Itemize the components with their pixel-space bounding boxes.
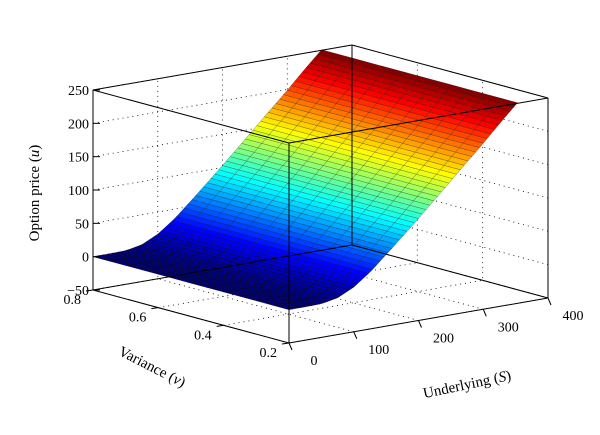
box-edge [351,44,549,99]
surface-patch [317,49,339,59]
box-edge [92,89,290,144]
x-tick-label: 200 [433,332,454,347]
z-tick-label: 0 [82,251,89,266]
axis-ticks: 0 100 200 300 400 0.2 0.4 0.6 0.8−50 0 50 100 150 200… [64,84,584,369]
z-tick-label: 250 [68,84,89,99]
box-edge [92,289,290,344]
y-tick-label: 0.2 [260,346,278,361]
x-tick-mark [288,342,293,351]
z-tick-label: 150 [68,151,89,166]
z-tick-label: 200 [68,117,89,132]
x-tick-label: 400 [563,309,584,324]
y-tick-mark [216,324,224,327]
box-edge [288,97,549,144]
box-edge [92,244,353,291]
y-tick-mark [85,289,94,292]
x-tick-mark [547,297,552,306]
x-tick-mark [353,331,358,339]
y-tick-label: 0.4 [194,328,212,343]
x-tick-label: 0 [311,354,318,369]
z-tick-label: 100 [68,184,89,199]
box-edge [92,44,353,91]
y-tick-mark [281,342,290,345]
x-axis-label: Underlying (S) [422,368,513,402]
y-axis-label: Variance (ν) [116,344,188,391]
surface-mesh [92,49,518,310]
z-tick-label: 50 [75,217,89,232]
z-tick-label: −50 [67,284,89,299]
y-tick-mark [151,307,159,310]
y-tick-label: 0.6 [129,311,147,326]
x-tick-label: 100 [368,343,389,358]
axes-box [92,44,549,344]
z-axis-label: Option price (u) [27,145,43,242]
x-tick-label: 300 [498,320,519,335]
x-tick-mark [418,320,422,328]
box-edge [351,244,549,299]
x-tick-mark [482,309,487,317]
y-tick-label: 0.8 [64,293,82,308]
